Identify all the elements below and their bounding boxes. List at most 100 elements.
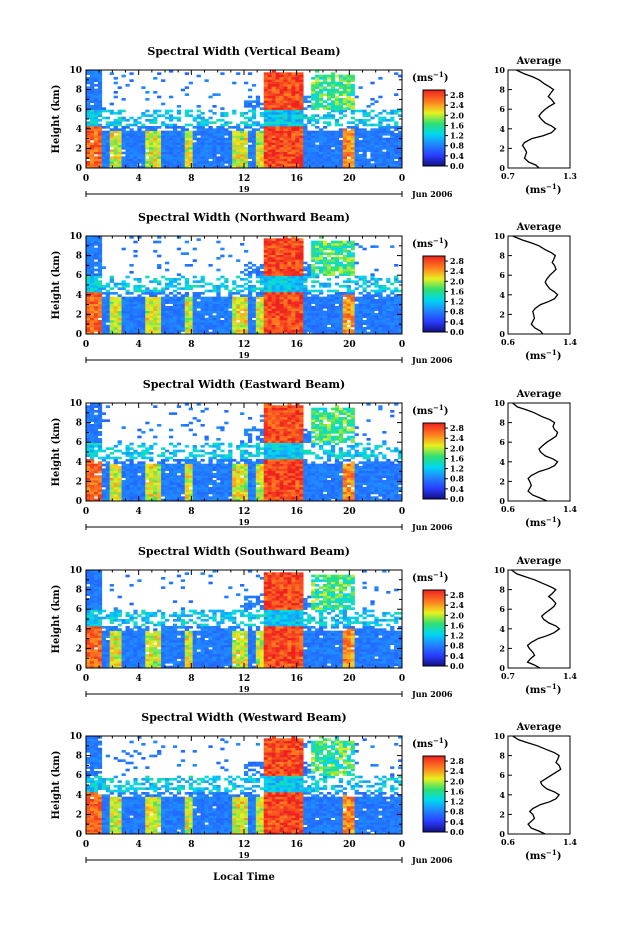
heatmap-cell <box>374 320 379 323</box>
heatmap-cell <box>315 121 320 124</box>
heatmap-cell <box>275 285 280 288</box>
heatmap-cell <box>121 130 126 134</box>
heatmap-cell <box>89 147 95 150</box>
heatmap-cell <box>125 320 130 323</box>
heatmap-cell <box>240 327 245 330</box>
heatmap-cell <box>346 250 351 253</box>
heatmap-cell <box>287 77 292 80</box>
heatmap-cell <box>97 315 103 318</box>
heatmap-cell <box>93 494 99 497</box>
heatmap-cell <box>275 130 280 134</box>
heatmap-cell <box>378 116 383 120</box>
heatmap-cell <box>283 123 288 127</box>
heatmap-cell <box>86 487 91 490</box>
heatmap-cell <box>89 494 95 497</box>
heatmap-cell <box>86 238 91 241</box>
heatmap-cell <box>255 123 261 127</box>
heatmap-cell <box>291 268 296 272</box>
heatmap-cell <box>180 299 186 302</box>
heatmap-cell <box>86 475 91 478</box>
heatmap-cell <box>101 285 107 288</box>
heatmap-cell <box>370 322 375 325</box>
heatmap-cell <box>378 287 383 290</box>
heatmap-cell <box>255 308 261 311</box>
heatmap-cell <box>200 151 205 155</box>
heatmap-cell <box>244 273 249 276</box>
heatmap-cell <box>303 273 308 276</box>
heatmap-cell <box>275 98 280 101</box>
heatmap-cell <box>93 442 99 446</box>
heatmap-cell <box>180 275 186 279</box>
heatmap-cell <box>196 130 201 134</box>
heatmap-cell <box>121 320 126 323</box>
heatmap-cell <box>149 468 154 471</box>
heatmap-cell <box>362 247 367 251</box>
heatmap-cell <box>366 158 371 162</box>
heatmap-cell <box>362 135 367 138</box>
heatmap-cell <box>208 299 213 302</box>
heatmap-cell <box>109 470 114 474</box>
heatmap-cell <box>315 299 320 302</box>
heatmap-cell <box>188 315 193 318</box>
heatmap-cell <box>338 158 344 162</box>
heatmap-cell <box>86 91 91 94</box>
heatmap-cell <box>133 161 138 164</box>
heatmap-cell <box>168 163 174 166</box>
heatmap-cell <box>394 306 399 309</box>
heatmap-cell <box>330 81 336 85</box>
heatmap-cell <box>93 135 99 138</box>
heatmap-cell <box>105 461 110 464</box>
heatmap-cell <box>259 142 265 145</box>
heatmap-cell <box>97 447 103 450</box>
heatmap-cell <box>334 296 340 300</box>
heatmap-cell <box>137 308 142 311</box>
heatmap-cell <box>101 116 107 120</box>
heatmap-cell <box>287 121 292 124</box>
heatmap-cell <box>271 327 276 330</box>
heatmap-cell <box>295 280 300 283</box>
heatmap-cell <box>374 329 379 332</box>
heatmap-cell <box>224 299 229 302</box>
heatmap-cell <box>240 149 245 152</box>
heatmap-cell <box>97 254 103 258</box>
heatmap-cell <box>295 133 300 136</box>
heatmap-cell <box>89 449 95 453</box>
heatmap-cell <box>220 331 225 335</box>
heatmap-cell <box>188 165 193 169</box>
heatmap-cell <box>295 121 300 124</box>
heatmap-cell <box>275 299 280 302</box>
heatmap-cell <box>224 144 229 148</box>
heatmap-cell <box>141 285 146 288</box>
heatmap-cell <box>350 257 355 260</box>
heatmap-cell <box>93 294 99 297</box>
heatmap-cell <box>220 154 225 157</box>
heatmap-cell <box>338 81 344 85</box>
heatmap-cell <box>334 98 340 101</box>
heatmap-cell <box>251 313 257 316</box>
heatmap-cell <box>295 247 300 251</box>
heatmap-cell <box>192 299 197 302</box>
heatmap-cell <box>295 324 300 328</box>
heatmap-cell <box>168 296 174 300</box>
heatmap-cell <box>271 296 276 300</box>
heatmap-cell <box>105 456 110 460</box>
heatmap-cell <box>240 147 245 150</box>
heatmap-cell <box>149 484 154 488</box>
heatmap-cell <box>208 137 213 141</box>
heatmap-cell <box>149 294 154 297</box>
heatmap-cell <box>295 243 300 246</box>
heatmap-cell <box>330 105 336 108</box>
heatmap-cell <box>338 135 344 138</box>
heatmap-cell <box>184 135 189 138</box>
heatmap-cell <box>398 126 403 129</box>
heatmap-cell <box>216 296 221 300</box>
heatmap-cell <box>86 289 91 293</box>
heatmap-cell <box>299 299 304 302</box>
heatmap-cell <box>86 489 91 492</box>
heatmap-cell <box>232 112 237 115</box>
heatmap-cell <box>263 105 268 108</box>
heatmap-cell <box>330 247 336 251</box>
colorbar-tick-label: 2.0 <box>450 110 464 120</box>
heatmap-cell <box>251 154 257 157</box>
heatmap-cell <box>267 161 272 164</box>
